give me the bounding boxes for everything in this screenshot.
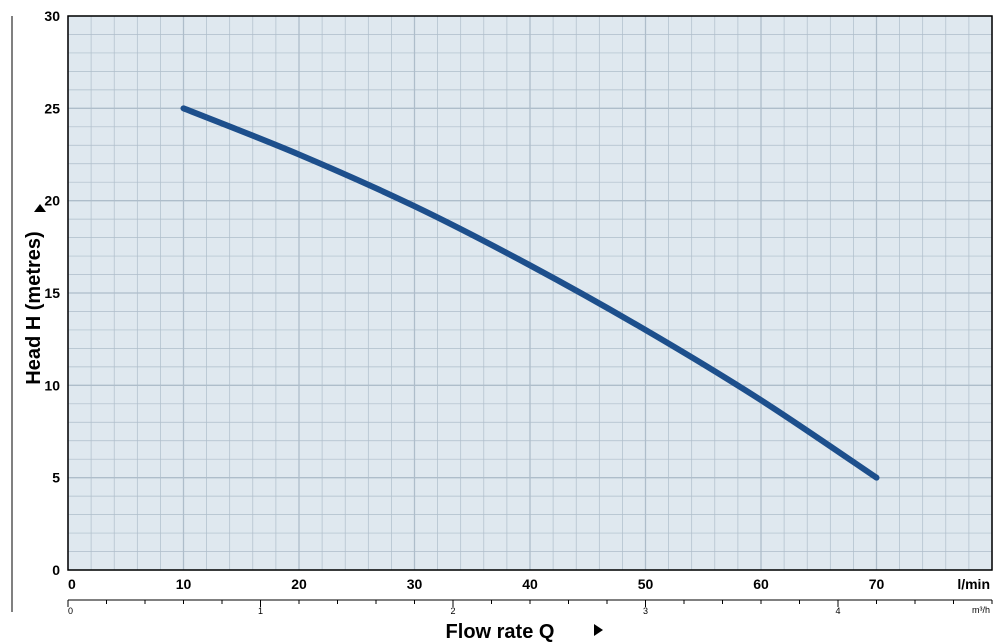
secondary-axis-ticks: 0 1 2 3 4 xyxy=(67,600,993,616)
x-tick-label: 50 xyxy=(638,576,654,592)
y-axis-title: Head H (metres) xyxy=(23,231,45,384)
y-tick-label: 30 xyxy=(44,8,60,24)
x-tick-label: 0 xyxy=(68,576,76,592)
x-tick-label: 70 xyxy=(869,576,885,592)
y-tick-label: 10 xyxy=(44,377,60,393)
y-tick-label: 20 xyxy=(44,193,60,209)
y-tick-label: 0 xyxy=(52,562,60,578)
x-axis-arrow-icon xyxy=(594,624,603,636)
x2-tick-label: 0 xyxy=(68,606,73,616)
plot-frame xyxy=(67,15,993,571)
y-tick-label: 25 xyxy=(44,100,60,116)
y-axis-arrow-icon xyxy=(34,204,46,212)
x2-tick-label: 4 xyxy=(835,606,840,616)
y-tick-label: 5 xyxy=(52,470,60,486)
x-tick-label: 60 xyxy=(753,576,769,592)
x2-unit-label: m³/h xyxy=(972,605,990,615)
x2-tick-label: 3 xyxy=(643,606,648,616)
pump-curve-line xyxy=(180,105,880,481)
x-tick-label: 30 xyxy=(407,576,423,592)
x-tick-label: 10 xyxy=(176,576,192,592)
y-tick-label: 15 xyxy=(44,285,60,301)
x-tick-label: 20 xyxy=(291,576,307,592)
x2-tick-label: 2 xyxy=(450,606,455,616)
x-axis-title: Flow rate Q xyxy=(446,621,555,643)
x-tick-label: 40 xyxy=(522,576,538,592)
x2-tick-label: 1 xyxy=(258,606,263,616)
y-tick-labels: 0 5 10 15 20 25 30 xyxy=(44,8,60,578)
x-tick-labels: 0 10 20 30 40 50 60 70 xyxy=(68,576,884,592)
x-unit-label: l/min xyxy=(957,576,990,592)
